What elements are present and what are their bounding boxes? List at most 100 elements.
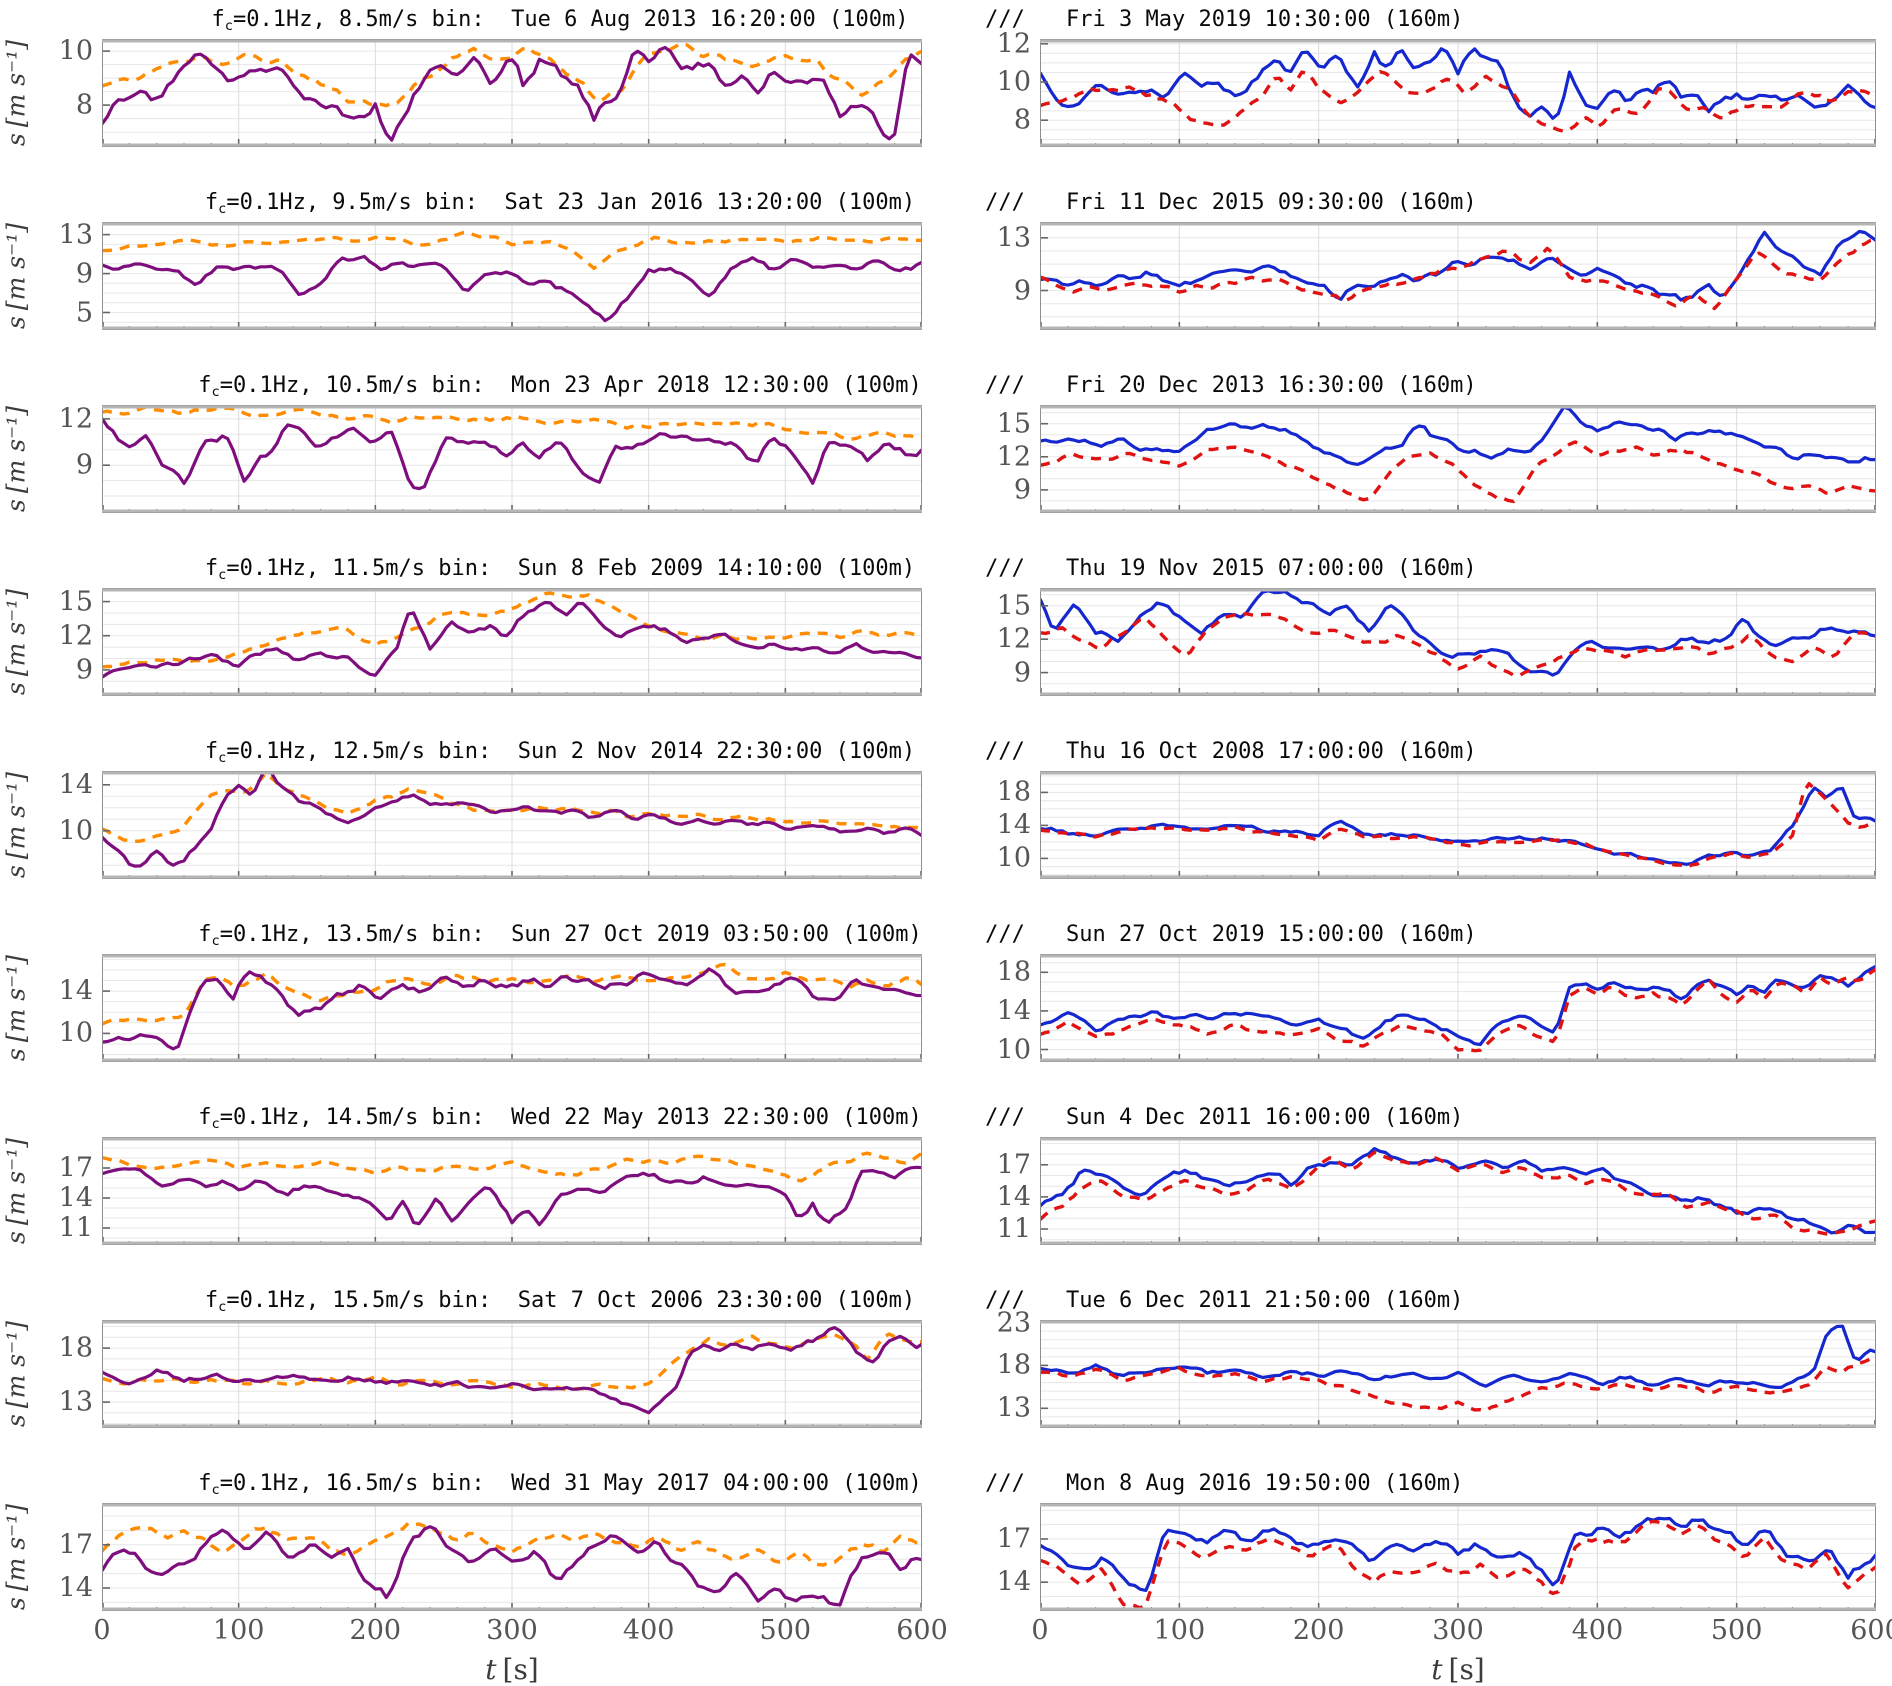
y-tick-label: 17 [996,1149,1031,1181]
series-purple-solid [103,1326,921,1415]
y-axis-label-col: s [m s⁻¹] [0,1503,38,1611]
ytick-gutter-left: 15 12 9 [38,588,102,696]
plot-canvas-left-2 [102,405,922,513]
y-axis-label-unit: [m s⁻¹] [1,1137,31,1226]
ytick-gutter-right: 17 14 [976,1503,1040,1611]
subplot-row-6: fc=0.1Hz, 14.5m/s bin: Wed 22 May 2013 2… [0,1104,1892,1287]
subplot-plots-row: s [m s⁻¹] 10 8 12 10 8 [0,30,1892,147]
y-axis-label-unit: [m s⁻¹] [1,222,31,311]
y-axis-label-variable: s [1,1414,31,1428]
y-tick-label: 18 [58,1332,93,1364]
column-gap [922,222,976,232]
y-tick-label: 15 [996,408,1031,440]
series-orange-dashed [103,406,921,441]
series-orange-dashed [103,1151,921,1183]
y-axis-label-col: s [m s⁻¹] [0,405,38,513]
x-tick-label: 500 [759,1615,812,1646]
y-axis-label: s [m s⁻¹] [2,772,31,878]
plot-canvas-left-8 [102,1503,922,1611]
subplot-row-4: fc=0.1Hz, 12.5m/s bin: Sun 2 Nov 2014 22… [0,738,1892,921]
subplot-title-row: fc=0.1Hz, 8.5m/s bin: Tue 6 Aug 2013 16:… [0,6,1892,39]
plot-title-left-text: =0.1Hz, 15.5m/s bin: Sat 7 Oct 2006 23:3… [226,1288,916,1313]
plot-title-left: fc=0.1Hz, 13.5m/s bin: Sun 27 Oct 2019 0… [150,921,970,955]
column-gap [922,39,976,49]
column-gap [922,1503,976,1513]
fc-symbol: f [204,190,219,215]
series-blue-solid [1041,589,1875,677]
subplot-plots-row: s[m s⁻¹] 17 14 11 17 14 11 [0,1137,1892,1245]
subplot-plots-row: s [m s⁻¹] 13 9 5 13 9 [0,221,1892,330]
y-tick-label: 14 [996,1566,1031,1598]
series-orange-dashed [103,41,921,108]
series-blue-solid [1041,786,1875,866]
x-axis-label-unit: [s] [1448,1653,1485,1686]
subplot-title-row: fc=0.1Hz, 9.5m/s bin: Sat 23 Jan 2016 13… [0,189,1892,222]
subplot-title-row: fc=0.1Hz, 10.5m/s bin: Mon 23 Apr 2018 1… [0,372,1892,405]
x-tick-label: 200 [349,1615,402,1646]
subplot-title-row: fc=0.1Hz, 13.5m/s bin: Sun 27 Oct 2019 0… [0,921,1892,954]
column-gap [922,1137,976,1147]
x-axis-label: t [s] [1040,1653,1876,1686]
subplot-title-row: fc=0.1Hz, 14.5m/s bin: Wed 22 May 2013 2… [0,1104,1892,1137]
x-axis-label-variable: t [1431,1653,1443,1686]
series-purple-solid [103,45,921,142]
series-purple-solid [103,1165,921,1227]
y-tick-label: 14 [58,1182,93,1214]
plot-canvas-left-3 [102,588,922,696]
y-tick-label: 9 [1013,474,1031,506]
plot-canvas-right-0 [1040,39,1876,147]
plot-canvas-right-2 [1040,405,1876,513]
y-tick-label: 8 [75,89,93,121]
ytick-gutter-left: 10 8 [38,38,102,147]
ytick-gutter-right: 12 10 8 [976,30,1040,147]
plot-canvas-right-5 [1040,954,1876,1062]
subplot-title-row: fc=0.1Hz, 12.5m/s bin: Sun 2 Nov 2014 22… [0,738,1892,771]
y-axis-label-unit: [m s⁻¹] [1,1320,31,1409]
plot-title-left-text: =0.1Hz, 10.5m/s bin: Mon 23 Apr 2018 12:… [219,373,922,398]
column-gap [922,954,976,964]
ytick-gutter-right: 13 9 [976,222,1040,330]
column-gap [922,771,976,781]
fc-symbol: f [204,556,219,581]
plot-title-right: Mon 8 Aug 2016 19:50:00 (160m) [1066,1471,1464,1496]
y-tick-label: 10 [996,66,1031,98]
subplot-row-0: fc=0.1Hz, 8.5m/s bin: Tue 6 Aug 2013 16:… [0,6,1892,189]
fc-symbol: f [198,922,212,947]
plot-title-right: Fri 11 Dec 2015 09:30:00 (160m) [1066,190,1477,215]
series-blue-solid [1041,406,1875,466]
title-separator: /// [985,1105,1025,1130]
y-axis-label: s [m s⁻¹] [2,223,31,329]
ytick-gutter-left: 14 10 [38,954,102,1062]
subplot-plots-row: s[m s⁻¹] 14 10 18 14 10 [0,954,1892,1065]
y-axis-label-variable: s [1,133,31,147]
fc-symbol: f [211,7,225,32]
y-tick-label: 10 [996,1034,1031,1065]
subplot-row-8: fc=0.1Hz, 16.5m/s bin: Wed 31 May 2017 0… [0,1470,1892,1686]
fc-symbol: f [198,1471,212,1496]
plot-title-right: Fri 20 Dec 2013 16:30:00 (160m) [1066,373,1477,398]
x-axis-labels: t [s] t [s] [0,1649,1892,1686]
subplot-row-1: fc=0.1Hz, 9.5m/s bin: Sat 23 Jan 2016 13… [0,189,1892,372]
plot-canvas-right-3 [1040,588,1876,696]
y-tick-label: 10 [58,1017,93,1049]
y-tick-label: 13 [996,222,1031,254]
subplot-row-5: fc=0.1Hz, 13.5m/s bin: Sun 27 Oct 2019 0… [0,921,1892,1104]
ytick-gutter-right: 17 14 11 [976,1137,1040,1245]
series-blue-solid [1041,1516,1875,1592]
ytick-gutter-right: 23 18 13 [976,1309,1040,1428]
ytick-gutter-left: 18 13 [38,1320,102,1428]
y-axis-label-unit: [m s⁻¹] [1,405,31,494]
y-tick-label: 5 [75,297,93,328]
plot-title-left: fc=0.1Hz, 15.5m/s bin: Sat 7 Oct 2006 23… [150,1287,970,1321]
y-tick-label: 17 [58,1529,93,1561]
y-tick-label: 14 [58,1572,93,1604]
series-red-dashed [1041,237,1875,311]
fc-symbol: f [204,739,219,764]
y-axis-label-unit: [m s⁻¹] [1,954,31,1043]
y-tick-label: 11 [58,1212,93,1244]
plot-title-left-text: =0.1Hz, 9.5m/s bin: Sat 23 Jan 2016 13:2… [226,190,916,215]
x-tick-label: 400 [622,1615,675,1646]
ytick-gutter-left: 17 14 [38,1503,102,1611]
x-tick-label: 300 [486,1615,538,1646]
subplot-row-7: fc=0.1Hz, 15.5m/s bin: Sat 7 Oct 2006 23… [0,1287,1892,1470]
